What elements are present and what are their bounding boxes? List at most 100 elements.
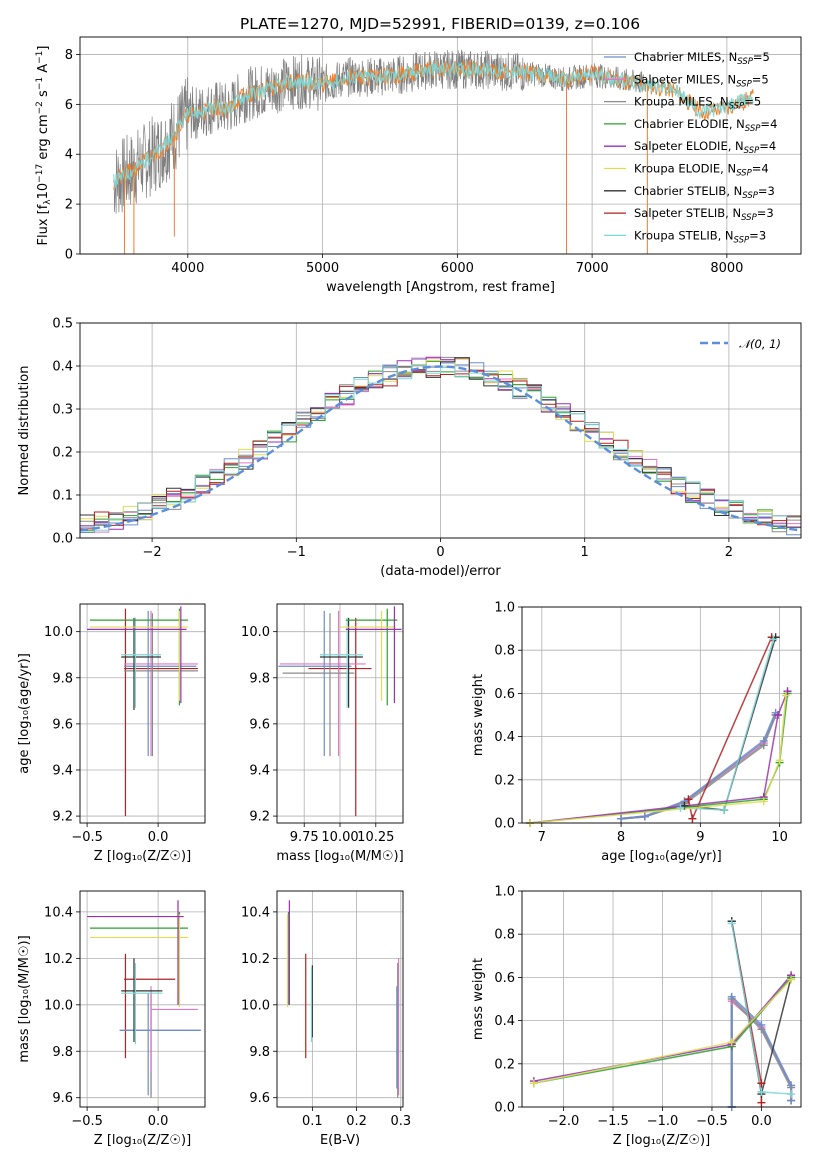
tick-label-y: 9.6 <box>52 1091 73 1106</box>
axes-frame <box>79 603 206 824</box>
tick-label-x: 10.00 <box>321 830 358 845</box>
x-axis-label: mass [log₁₀(M/M☉)] <box>276 849 403 864</box>
mass-weight-marker <box>759 736 768 745</box>
y-label-part: −1 <box>35 77 45 90</box>
mass-weight-line <box>529 695 787 823</box>
tick-label-x: 7 <box>538 830 546 845</box>
legend-eq: = <box>759 139 769 153</box>
tick-label-x: 8000 <box>710 261 743 276</box>
y-label-part: −17 <box>35 164 45 183</box>
legend-name: Chabrier STELIB <box>634 184 726 198</box>
legend-n: , N <box>718 228 734 242</box>
legend-name: Chabrier ELODIE <box>634 117 729 131</box>
tick-label-y: 0.4 <box>494 1014 515 1029</box>
residuals-panel: −2 −1 0 1 2 0.0 0.1 0.2 0.3 0.4 0.5 (data-model)/er… <box>17 317 802 579</box>
y-label-part: Flux [f <box>36 204 51 245</box>
tick-label-x: 0.1 <box>302 1114 323 1129</box>
legend-entry: Chabrier MILES, NSSP=5 <box>634 50 770 67</box>
y-axis-label: Normed distribution <box>17 366 32 496</box>
mass-weight-marker <box>529 1079 538 1088</box>
tick-label-x: 5000 <box>306 261 339 276</box>
plot-area <box>87 900 201 1098</box>
legend-sub: SSP <box>734 235 750 245</box>
tick-label-y: 9.6 <box>52 717 73 732</box>
tick-label-y: 0.8 <box>494 928 515 943</box>
tick-label-y: 10.4 <box>44 905 73 920</box>
legend-eq: = <box>752 72 762 86</box>
figure-title: PLATE=1270, MJD=52991, FIBERID=0139, z=0… <box>240 15 640 33</box>
y-label-part: s <box>36 90 51 101</box>
mass-weight-line <box>529 693 789 823</box>
legend-name: Kroupa ELODIE <box>634 162 720 176</box>
mass-weight-marker <box>727 919 736 928</box>
tick-label-x: −2 <box>143 545 162 560</box>
tick-label-x: 2 <box>725 545 733 560</box>
y-label-part: −1 <box>35 51 45 64</box>
mass-weight-marker <box>617 814 626 823</box>
tick-label-x: 10.25 <box>357 830 394 845</box>
legend-n: , N <box>726 184 742 198</box>
legend-name: Salpeter STELIB <box>634 206 725 220</box>
legend-n: , N <box>721 50 737 64</box>
y-axis-label: Flux [fλ10−17 erg cm−2 s−1 A−1] <box>35 46 53 246</box>
residual-histogram <box>80 356 801 530</box>
legend-sub: SSP <box>737 57 753 67</box>
axes-frame <box>79 890 206 1108</box>
mass-weight-marker <box>684 795 693 804</box>
legend-n: , N <box>728 139 744 153</box>
mass-weight-marker <box>769 635 778 644</box>
axes-frame <box>521 606 802 824</box>
mass-weight-marker <box>727 992 736 1001</box>
legend-sub: SSP <box>741 213 757 223</box>
y-label-part: 10 <box>36 183 51 200</box>
mass-weight-marker <box>774 711 783 719</box>
tick-label-y: 1.0 <box>494 601 515 616</box>
legend-sub: SSP <box>736 79 752 89</box>
tick-label-y: 9.2 <box>249 810 270 825</box>
mass-weight-marker <box>757 1098 766 1107</box>
y-axis-label: mass [log₁₀(M/M☉)] <box>17 935 32 1062</box>
tick-label-x: 8 <box>617 830 625 845</box>
legend-n: , N <box>729 117 745 131</box>
axes-frame <box>79 36 802 255</box>
plot-area <box>87 606 198 817</box>
tick-label-y: 8 <box>65 48 73 63</box>
legend-n: , N <box>725 206 741 220</box>
legend-count: 5 <box>763 50 770 64</box>
tick-label-x: −2.0 <box>548 1114 580 1129</box>
legend-eq: = <box>753 50 763 64</box>
mass-weight-marker <box>781 691 790 700</box>
mass-weight-marker <box>727 1038 736 1047</box>
tick-label-y: 0.4 <box>494 730 515 745</box>
legend-entry: Kroupa MILES, NSSP=5 <box>634 95 761 112</box>
tick-label-y: 10.0 <box>241 998 270 1013</box>
legend-entry: Kroupa STELIB, NSSP=3 <box>634 228 766 245</box>
y-label-part: λ <box>43 199 53 205</box>
mass-weight-marker <box>787 1081 796 1090</box>
y-label-part: ] <box>36 46 51 51</box>
legend-count: 3 <box>766 206 773 220</box>
tick-label-y: 0.6 <box>494 687 515 702</box>
legend-n: , N <box>720 162 736 176</box>
legend-sub: SSP <box>742 191 758 201</box>
tick-label-x: 9.75 <box>290 830 319 845</box>
axes-frame <box>276 890 404 1108</box>
mass-weight-marker <box>688 814 697 823</box>
tick-label-x: 0.0 <box>148 830 169 845</box>
x-axis-label: E(B-V) <box>320 1133 360 1148</box>
tick-label-y: 0.8 <box>494 644 515 659</box>
mass-weight-marker <box>757 1020 766 1029</box>
legend-count: 3 <box>768 184 775 198</box>
mass-weight-line <box>529 690 789 823</box>
x-axis-label: Z [log₁₀(Z/Z☉)] <box>613 1133 710 1148</box>
tick-label-y: 0.0 <box>494 817 515 832</box>
mass_vs_ebv-panel: 0.1 0.2 0.3 9.6 9.8 10.0 10.2 10.4 E(B-V) <box>241 890 411 1148</box>
tick-label-x: −0.5 <box>71 1114 103 1129</box>
y-axis-label: mass weight <box>471 674 486 756</box>
tick-label-y: 0.4 <box>52 360 73 375</box>
mass-weight-marker <box>757 1079 766 1088</box>
plot-area <box>113 49 754 254</box>
legend-count: 4 <box>761 162 768 176</box>
mass-weight-marker <box>775 756 784 765</box>
tick-label-y: 9.4 <box>249 763 270 778</box>
